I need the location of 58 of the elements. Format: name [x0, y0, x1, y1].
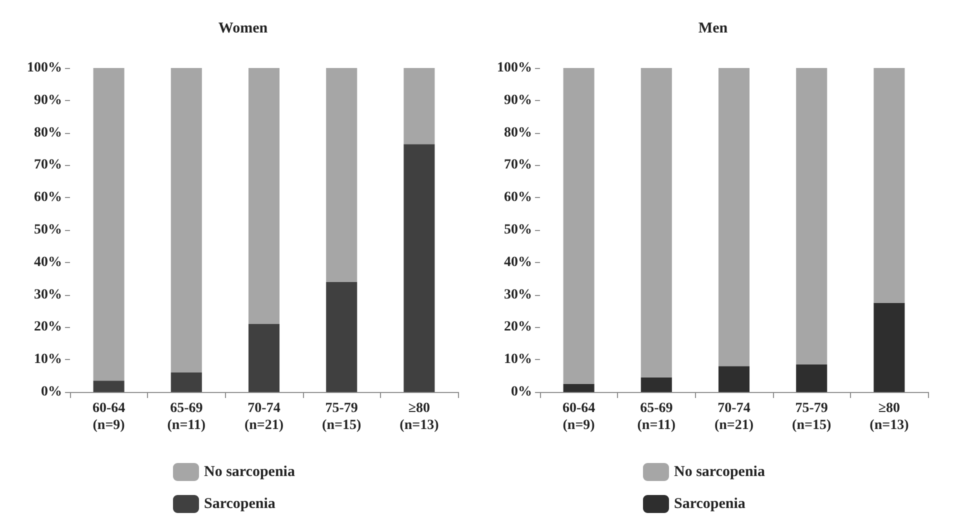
- bar: [874, 68, 905, 303]
- chart-title: Men: [698, 20, 728, 36]
- y-tick-label: 90%: [34, 92, 62, 108]
- y-tick-label: 60%: [34, 190, 62, 206]
- x-tick-label: 65-69 (n=11): [637, 401, 676, 433]
- y-tick-label: 80%: [34, 125, 62, 140]
- y-tick-label: 70%: [34, 158, 62, 173]
- bar: [170, 68, 202, 373]
- legend-label: Sarcopenia: [204, 496, 276, 512]
- bar: [93, 380, 124, 392]
- x-tick-label: ≥80 (n=13): [400, 401, 440, 433]
- x-tick-label: 70-74 (n=21): [714, 401, 754, 433]
- bar: [718, 68, 750, 366]
- bar: [874, 302, 905, 392]
- x-tick-label: ≥80 (n=13): [870, 401, 910, 433]
- bar: [248, 324, 280, 392]
- y-tick-label: 90%: [504, 92, 532, 108]
- bar: [718, 366, 750, 392]
- bar: [326, 282, 358, 392]
- legend-label: No sarcopenia: [204, 464, 296, 480]
- bar: [170, 372, 202, 392]
- y-tick-label: 10%: [34, 352, 62, 368]
- bar: [404, 144, 435, 392]
- bar: [796, 68, 828, 364]
- bar: [640, 377, 672, 392]
- bar: [640, 68, 672, 378]
- x-tick-label: 65-69 (n=11): [167, 401, 206, 433]
- x-tick-label: 60-64 (n=9): [562, 401, 596, 433]
- bar: [563, 68, 594, 384]
- y-tick-label: 40%: [34, 254, 62, 270]
- bar: [93, 68, 124, 381]
- y-tick-label: 50%: [504, 222, 532, 238]
- y-tick-label: 60%: [504, 190, 532, 206]
- y-tick-label: 40%: [504, 254, 532, 270]
- y-tick-label: 30%: [34, 287, 62, 302]
- legend-label: Sarcopenia: [674, 496, 746, 512]
- x-tick-label: 60-64 (n=9): [92, 401, 126, 433]
- y-tick-label: 0%: [511, 384, 532, 400]
- y-tick-label: 20%: [34, 320, 62, 335]
- x-tick-label: 75-79 (n=15): [792, 401, 832, 433]
- y-tick-label: 50%: [34, 222, 62, 238]
- y-tick-label: 100%: [497, 60, 532, 76]
- x-tick-label: 75-79 (n=15): [322, 401, 362, 433]
- y-tick-label: 10%: [504, 352, 532, 368]
- bar: [563, 384, 594, 392]
- y-tick-label: 100%: [27, 60, 62, 76]
- chart-title: Women: [218, 20, 268, 36]
- bar: [796, 364, 828, 392]
- y-tick-label: 20%: [504, 320, 532, 335]
- bar: [326, 68, 358, 282]
- y-tick-label: 70%: [504, 158, 532, 173]
- x-tick-label: 70-74 (n=21): [244, 401, 284, 433]
- bar: [248, 68, 280, 324]
- bar: [404, 68, 435, 144]
- y-tick-label: 30%: [504, 287, 532, 302]
- legend-label: No sarcopenia: [674, 464, 766, 480]
- y-tick-label: 80%: [504, 125, 532, 140]
- y-tick-label: 0%: [41, 384, 62, 400]
